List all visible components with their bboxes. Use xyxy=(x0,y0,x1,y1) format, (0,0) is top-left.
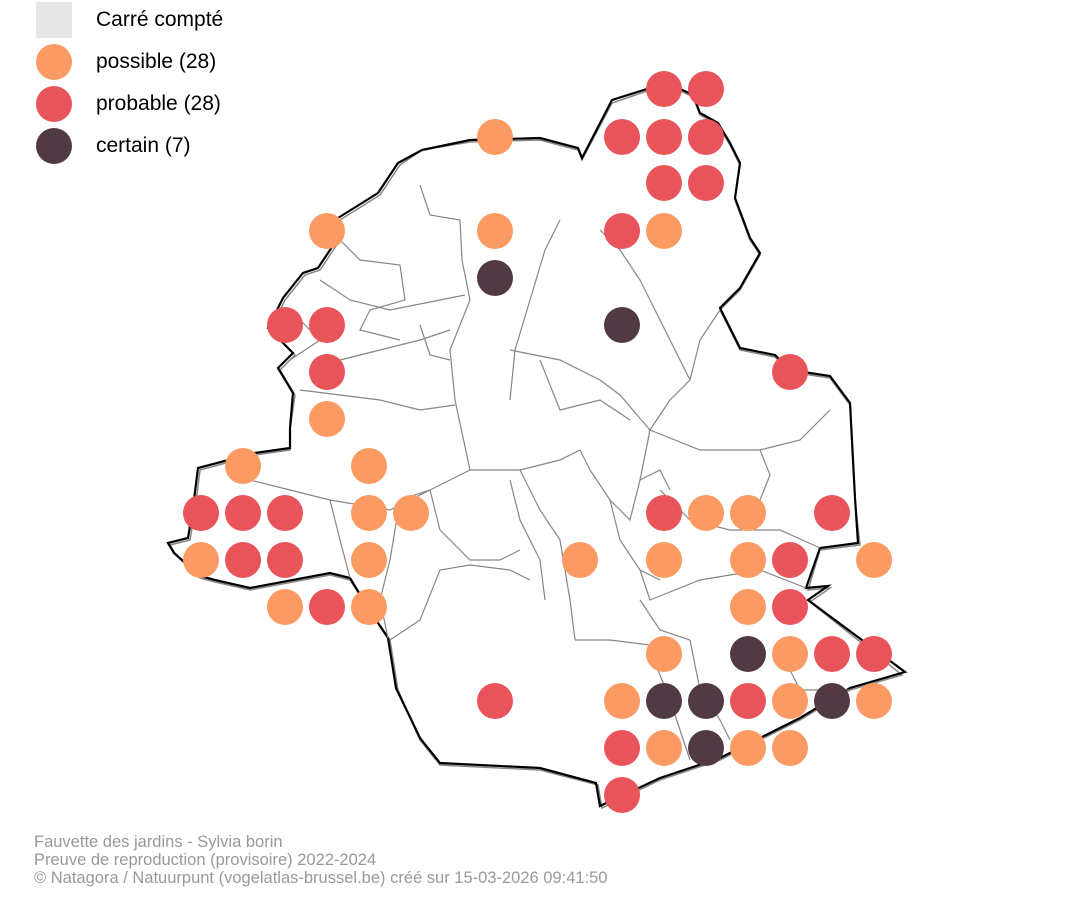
dot-possible xyxy=(477,213,513,249)
dot-possible xyxy=(772,730,808,766)
legend-item-possible: possible (28) xyxy=(36,44,296,80)
dot-possible xyxy=(393,495,429,531)
dot-certain xyxy=(646,683,682,719)
dot-probable xyxy=(646,165,682,201)
dot-possible xyxy=(730,495,766,531)
dot-possible xyxy=(562,542,598,578)
dot-probable xyxy=(604,119,640,155)
dot-possible xyxy=(646,542,682,578)
probable-circle-swatch xyxy=(36,86,72,122)
dot-probable xyxy=(604,777,640,813)
dot-probable xyxy=(267,307,303,343)
dot-possible xyxy=(856,542,892,578)
dot-probable xyxy=(814,495,850,531)
dot-probable xyxy=(604,730,640,766)
dot-probable xyxy=(688,71,724,107)
dot-possible xyxy=(309,401,345,437)
dot-possible xyxy=(183,542,219,578)
dot-possible xyxy=(730,730,766,766)
dot-certain xyxy=(688,730,724,766)
legend-item-counted: Carré compté xyxy=(36,2,296,38)
dot-probable xyxy=(604,213,640,249)
legend-item-probable: probable (28) xyxy=(36,86,296,122)
dot-possible xyxy=(856,683,892,719)
dot-possible xyxy=(351,448,387,484)
dot-probable xyxy=(309,589,345,625)
dot-probable xyxy=(772,589,808,625)
dot-possible xyxy=(267,589,303,625)
dot-certain xyxy=(688,683,724,719)
possible-circle-swatch xyxy=(36,44,72,80)
dot-possible xyxy=(688,495,724,531)
dot-possible xyxy=(309,213,345,249)
dot-possible xyxy=(646,730,682,766)
dot-possible xyxy=(604,683,640,719)
dot-possible xyxy=(351,542,387,578)
dot-possible xyxy=(772,636,808,672)
dot-probable xyxy=(772,354,808,390)
caption-species: Fauvette des jardins - Sylvia borin xyxy=(34,833,283,851)
dot-probable xyxy=(267,542,303,578)
dot-possible xyxy=(772,683,808,719)
dot-probable xyxy=(646,495,682,531)
dot-probable xyxy=(688,165,724,201)
dot-certain xyxy=(604,307,640,343)
observation-dots xyxy=(183,71,892,813)
dot-probable xyxy=(225,542,261,578)
map-caption: Fauvette des jardins - Sylvia borin Preu… xyxy=(34,833,608,887)
dot-probable xyxy=(814,636,850,672)
dot-possible xyxy=(477,119,513,155)
dot-possible xyxy=(351,495,387,531)
dot-probable xyxy=(856,636,892,672)
dot-probable xyxy=(477,683,513,719)
legend-label-possible: possible (28) xyxy=(96,50,217,73)
dot-certain xyxy=(730,636,766,672)
dot-certain xyxy=(814,683,850,719)
dot-possible xyxy=(730,542,766,578)
dot-possible xyxy=(730,589,766,625)
dot-probable xyxy=(646,71,682,107)
certain-circle-swatch xyxy=(36,128,72,164)
caption-subtitle: Preuve de reproduction (provisoire) 2022… xyxy=(34,851,377,869)
legend-item-certain: certain (7) xyxy=(36,128,296,164)
legend-label-certain: certain (7) xyxy=(96,134,191,157)
dot-possible xyxy=(351,589,387,625)
dot-probable xyxy=(225,495,261,531)
dot-probable xyxy=(267,495,303,531)
dot-probable xyxy=(646,119,682,155)
dot-probable xyxy=(772,542,808,578)
dot-probable xyxy=(183,495,219,531)
dot-probable xyxy=(688,119,724,155)
legend-label-counted: Carré compté xyxy=(96,8,224,31)
dot-possible xyxy=(646,213,682,249)
dot-possible xyxy=(646,636,682,672)
dot-probable xyxy=(309,354,345,390)
counted-square-swatch xyxy=(36,2,72,38)
dot-certain xyxy=(477,260,513,296)
caption-credit: © Natagora / Natuurpunt (vogelatlas-brus… xyxy=(34,869,608,887)
legend-label-probable: probable (28) xyxy=(96,92,221,115)
dot-probable xyxy=(309,307,345,343)
dot-probable xyxy=(730,683,766,719)
municipal-boundaries xyxy=(249,184,850,761)
dot-possible xyxy=(225,448,261,484)
